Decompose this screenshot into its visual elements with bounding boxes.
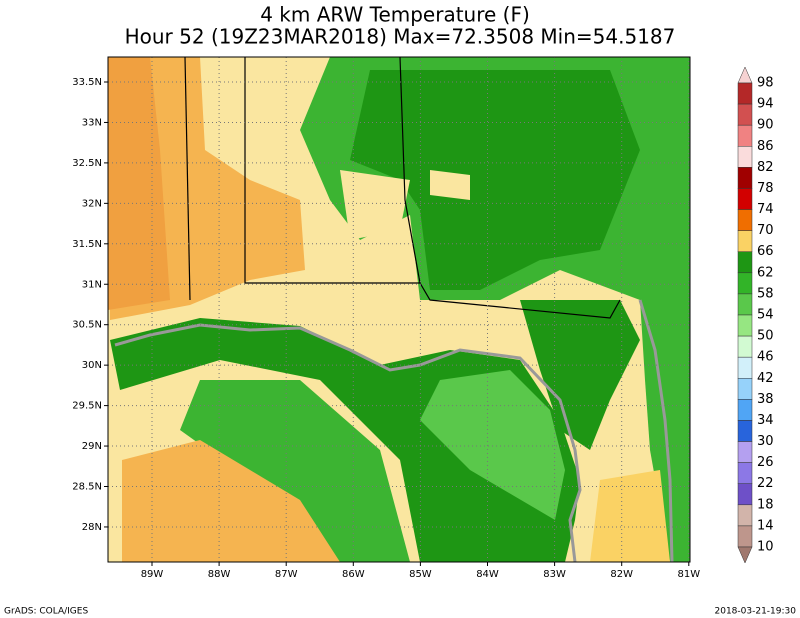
lat-label: 31.5N bbox=[72, 239, 102, 250]
subtitle: Hour 52 (19Z23MAR2018) Max=72.3508 Min=5… bbox=[125, 25, 676, 49]
colorbar-label: 18 bbox=[757, 497, 774, 512]
footer-left: GrADS: COLA/IGES bbox=[4, 607, 88, 617]
colorbar-box bbox=[737, 82, 753, 105]
lat-label: 28.5N bbox=[72, 482, 102, 493]
lon-label: 87W bbox=[275, 569, 298, 580]
warm-region bbox=[108, 57, 170, 310]
colorbar-box bbox=[737, 399, 753, 421]
colorbar-label: 50 bbox=[757, 329, 774, 344]
state-border bbox=[244, 57, 621, 319]
colorbar-label: 34 bbox=[757, 413, 774, 428]
colorbar-box bbox=[737, 146, 753, 168]
colorbar-box bbox=[737, 103, 753, 126]
lon-label: 81W bbox=[677, 569, 700, 580]
lat-label: 28N bbox=[82, 522, 102, 533]
colorbar-box bbox=[737, 230, 753, 252]
colorbar-label: 26 bbox=[757, 455, 774, 470]
colorbar-box bbox=[737, 378, 753, 400]
lat-label: 32.5N bbox=[72, 158, 102, 169]
colorbar-label: 78 bbox=[757, 181, 774, 196]
map bbox=[107, 56, 691, 563]
ocean-green bbox=[420, 370, 565, 520]
colorbar-triangle bbox=[737, 546, 753, 564]
lat-label: 31N bbox=[82, 279, 102, 290]
colorbar-triangle bbox=[737, 66, 753, 84]
colorbar: 98 94 90 86 82 78 74 70 66 62 58 54 50 46 42 38 34 30 26 22… bbox=[737, 66, 774, 564]
colorbar-box bbox=[737, 504, 753, 527]
colorbar-box bbox=[737, 335, 753, 358]
coastline bbox=[638, 299, 674, 562]
colorbar-box bbox=[737, 167, 753, 189]
lat-label: 29.5N bbox=[72, 401, 102, 412]
lon-label: 86W bbox=[342, 569, 365, 580]
colorbar-box bbox=[737, 462, 753, 484]
colorbar-label: 38 bbox=[757, 392, 774, 407]
colorbar-box bbox=[737, 314, 753, 337]
title: 4 km ARW Temperature (F) bbox=[260, 3, 530, 27]
map-frame bbox=[107, 56, 691, 563]
colorbar-label: 98 bbox=[757, 76, 774, 91]
colorbar-box bbox=[737, 441, 753, 463]
lon-label: 83W bbox=[543, 569, 566, 580]
lat-label: 33.5N bbox=[72, 77, 102, 88]
colorbar-label: 14 bbox=[757, 518, 774, 533]
colorbar-label: 42 bbox=[757, 371, 774, 386]
lon-label: 88W bbox=[208, 569, 231, 580]
colorbar-label: 46 bbox=[757, 350, 774, 365]
colorbar-box bbox=[737, 124, 753, 147]
colorbar-box bbox=[737, 525, 753, 548]
land-patch bbox=[340, 170, 410, 240]
colorbar-box bbox=[737, 420, 753, 442]
state-border bbox=[399, 57, 421, 284]
lat-label: 30.5N bbox=[72, 320, 102, 331]
lat-label: 30N bbox=[82, 360, 102, 371]
colorbar-label: 94 bbox=[757, 97, 774, 112]
colorbar-label: 54 bbox=[757, 308, 774, 323]
state-border bbox=[184, 57, 191, 301]
land-dark-green bbox=[520, 300, 640, 450]
land-patch bbox=[430, 170, 470, 200]
colorbar-box bbox=[737, 293, 753, 316]
colorbar-label: 30 bbox=[757, 434, 774, 449]
colorbar-box bbox=[737, 188, 753, 210]
colorbar-label: 90 bbox=[757, 118, 774, 133]
colorbar-label: 86 bbox=[757, 139, 774, 154]
lon-label: 85W bbox=[409, 569, 432, 580]
lon-label: 84W bbox=[476, 569, 499, 580]
lat-label: 32N bbox=[82, 198, 102, 209]
colorbar-label: 66 bbox=[757, 244, 774, 259]
colorbar-box bbox=[737, 251, 753, 274]
colorbar-box bbox=[737, 209, 753, 231]
land-dark-green bbox=[350, 70, 640, 290]
ocean-green bbox=[180, 380, 410, 562]
land-patch bbox=[590, 470, 670, 562]
footer-right: 2018-03-21-19:30 bbox=[715, 607, 797, 617]
colorbar-label: 22 bbox=[757, 476, 774, 491]
colorbar-label: 58 bbox=[757, 286, 774, 301]
lon-label: 89W bbox=[141, 569, 164, 580]
colorbar-box bbox=[737, 356, 753, 379]
colorbar-box bbox=[737, 272, 753, 295]
colorbar-label: 62 bbox=[757, 265, 774, 280]
colorbar-label: 74 bbox=[757, 202, 774, 217]
lon-label: 82W bbox=[610, 569, 633, 580]
colorbar-label: 70 bbox=[757, 223, 774, 238]
graticule bbox=[108, 57, 690, 562]
colorbar-box bbox=[737, 483, 753, 506]
colorbar-label: 10 bbox=[757, 540, 774, 555]
colorbar-label: 82 bbox=[757, 160, 774, 175]
lat-label: 33N bbox=[82, 117, 102, 128]
ocean-warm bbox=[122, 440, 340, 562]
lat-label: 29N bbox=[82, 441, 102, 452]
